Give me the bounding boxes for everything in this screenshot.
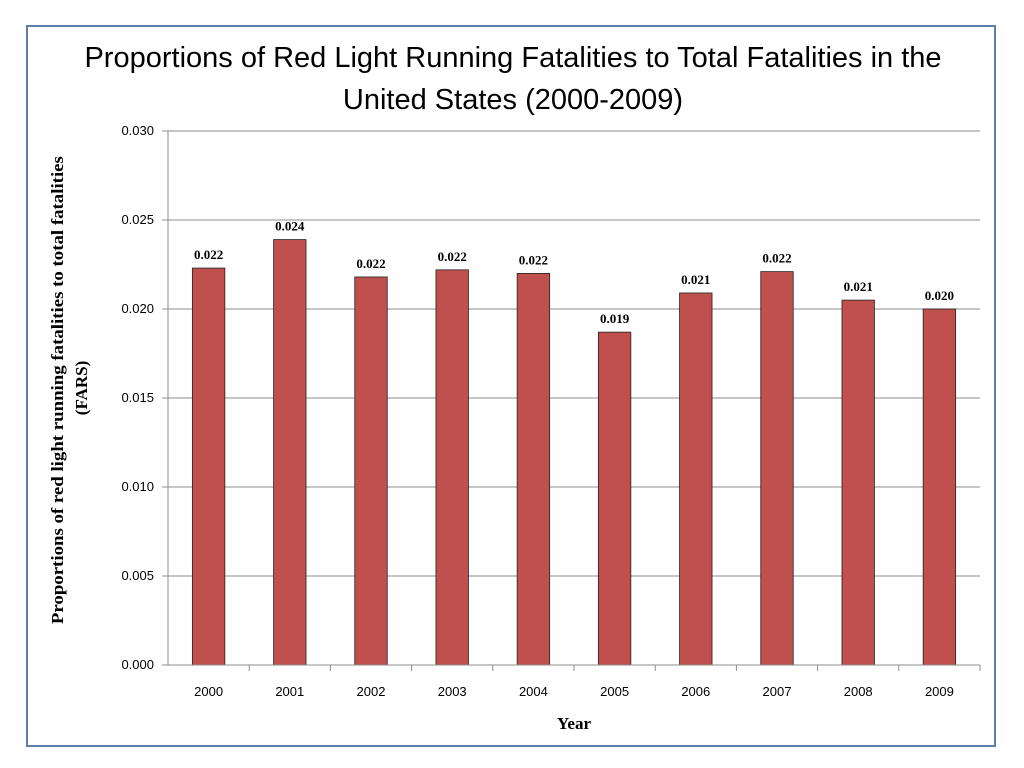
bar: [841, 299, 875, 666]
data-labels: 0.022 0.024 0.022 0.022 0.022 0.019 0.021 0.022…: [194, 219, 954, 327]
bar: [191, 267, 226, 666]
x-tick-label: 2003: [438, 684, 467, 699]
x-tick-label: 2001: [275, 684, 304, 699]
chart-title-line-1: Proportions of Red Light Running Fatalit…: [84, 42, 942, 74]
y-axis-label: Proportions of red light running fatalit…: [48, 152, 91, 624]
slide-frame: Proportions of Red Light Running Fatalit…: [26, 25, 996, 747]
x-tick-label: 2000: [194, 684, 223, 699]
chart-title: Proportions of Red Light Running Fatalit…: [28, 37, 998, 121]
y-tick-label: 0.000: [121, 657, 154, 672]
bar: [435, 269, 469, 666]
y-tick-label: 0.030: [121, 123, 154, 138]
x-tick-label: 2002: [357, 684, 386, 699]
bar: [273, 239, 307, 666]
y-tick-label: 0.015: [121, 390, 154, 405]
bars: [191, 239, 957, 666]
bar-data-label: 0.019: [600, 311, 630, 326]
bar: [679, 292, 713, 666]
bar: [922, 308, 957, 666]
x-tick-label: 2005: [600, 684, 629, 699]
y-tick-label: 0.005: [121, 568, 154, 583]
x-tick-label: 2008: [844, 684, 873, 699]
bar-data-label: 0.021: [681, 272, 710, 287]
bar-data-label: 0.022: [194, 247, 223, 262]
bar: [516, 272, 551, 666]
bar: [354, 276, 388, 666]
bar-data-label: 0.022: [519, 252, 548, 267]
x-tick-label: 2004: [519, 684, 548, 699]
y-tick-label: 0.010: [121, 479, 154, 494]
bar: [760, 271, 794, 666]
x-tick-label: 2009: [925, 684, 954, 699]
bar-data-label: 0.021: [844, 279, 873, 294]
bar-data-label: 0.022: [762, 251, 791, 266]
chart-title-line-2: United States (2000-2009): [342, 84, 684, 116]
x-tick-label: 2006: [681, 684, 710, 699]
bar: [597, 331, 632, 666]
x-axis-label: Year: [557, 714, 591, 733]
bar-data-label: 0.024: [275, 219, 305, 234]
y-tick-labels: 0.000 0.005 0.010 0.015 0.020 0.025 0.030: [121, 123, 154, 672]
bar-data-label: 0.020: [925, 288, 954, 303]
x-tick-label: 2007: [763, 684, 792, 699]
x-tick-labels: 2000 2001 2002 2003 2004 2005 2006 2007 2008 2009: [194, 684, 954, 699]
y-axis-label-line-1: Proportions of red light running fatalit…: [48, 156, 67, 624]
bar-data-label: 0.022: [438, 249, 467, 264]
y-axis-label-line-2: (FARS): [72, 361, 91, 415]
y-tick-label: 0.020: [121, 301, 154, 316]
bar-data-label: 0.022: [356, 256, 385, 271]
bar-chart: 0.022 0.024 0.022 0.022 0.022 0.019 0.021 0.022…: [48, 123, 981, 733]
y-tick-label: 0.025: [121, 212, 154, 227]
